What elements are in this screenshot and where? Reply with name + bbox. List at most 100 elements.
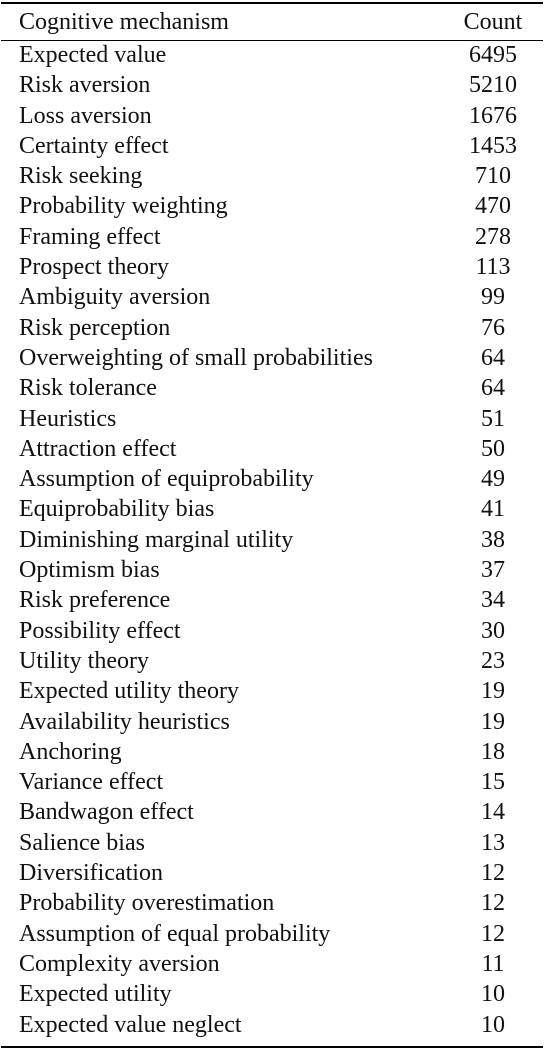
table-row: Framing effect 278 (0, 223, 544, 253)
table-top-rule (1, 2, 543, 4)
mechanism-cell: Framing effect (19, 223, 161, 250)
mechanism-cell: Ambiguity aversion (19, 284, 211, 311)
mechanism-cell: Risk perception (19, 314, 171, 341)
mechanism-cell: Heuristics (19, 405, 117, 432)
mechanism-cell: Expected value neglect (19, 1011, 242, 1038)
table-row: Optimism bias 37 (0, 556, 544, 586)
count-cell: 19 (481, 678, 505, 705)
table-row: Certainty effect 1453 (0, 132, 544, 162)
count-cell: 37 (481, 557, 505, 584)
table-header-rule (1, 40, 543, 41)
mechanism-cell: Diversification (19, 860, 163, 887)
mechanism-cell: Assumption of equal probability (19, 920, 331, 947)
table-row: Heuristics 51 (0, 405, 544, 435)
table-body: Expected value 6495 Risk aversion 5210 Loss … (0, 41, 544, 1041)
mechanism-cell: Expected utility theory (19, 678, 239, 705)
count-cell: 41 (481, 496, 505, 523)
count-cell: 34 (481, 587, 505, 614)
table-row: Expected utility theory 19 (0, 677, 544, 707)
table-header: Cognitive mechanism Count (0, 4, 544, 40)
count-cell: 99 (481, 284, 505, 311)
table-row: Variance effect 15 (0, 768, 544, 798)
mechanism-cell: Probability weighting (19, 193, 228, 220)
count-cell: 12 (481, 890, 505, 917)
count-cell: 12 (481, 860, 505, 887)
count-cell: 64 (481, 375, 505, 402)
table-row: Diminishing marginal utility 38 (0, 526, 544, 556)
table-row: Bandwagon effect 14 (0, 798, 544, 828)
mechanism-cell: Certainty effect (19, 132, 169, 159)
mechanism-cell: Expected value (19, 42, 167, 68)
mechanism-cell: Prospect theory (19, 254, 169, 281)
count-cell: 1453 (469, 132, 517, 159)
count-cell: 113 (475, 254, 511, 281)
count-cell: 10 (481, 981, 505, 1008)
mechanism-cell: Attraction effect (19, 435, 177, 462)
table-row: Ambiguity aversion 99 (0, 283, 544, 313)
mechanism-cell: Diminishing marginal utility (19, 526, 294, 553)
table-row: Equiprobability bias 41 (0, 495, 544, 525)
table-row: Anchoring 18 (0, 738, 544, 768)
mechanism-cell: Risk preference (19, 587, 171, 614)
count-cell: 19 (481, 708, 505, 735)
count-cell: 6495 (469, 42, 517, 68)
count-cell: 38 (481, 526, 505, 553)
count-cell: 64 (481, 344, 505, 371)
count-cell: 18 (481, 738, 505, 765)
count-cell: 50 (481, 435, 505, 462)
table-row: Availability heuristics 19 (0, 708, 544, 738)
count-cell: 14 (481, 799, 505, 826)
table-row: Risk perception 76 (0, 314, 544, 344)
count-cell: 12 (481, 920, 505, 947)
count-cell: 13 (481, 829, 505, 856)
table-row: Probability overestimation 12 (0, 889, 544, 919)
mechanism-cell: Assumption of equiprobability (19, 466, 314, 493)
count-cell: 23 (481, 647, 505, 674)
count-cell: 278 (475, 223, 511, 250)
mechanism-cell: Probability overestimation (19, 890, 275, 917)
count-cell: 5210 (469, 72, 517, 99)
table-row: Utility theory 23 (0, 647, 544, 677)
mechanism-cell: Utility theory (19, 647, 149, 674)
table-row: Possibility effect 30 (0, 617, 544, 647)
mechanism-cell: Loss aversion (19, 102, 152, 129)
mechanism-cell: Bandwagon effect (19, 799, 194, 826)
mechanism-cell: Overweighting of small probabilities (19, 344, 373, 371)
count-cell: 470 (475, 193, 511, 220)
mechanism-cell: Possibility effect (19, 617, 181, 644)
mechanism-cell: Anchoring (19, 738, 122, 765)
table-row: Expected value 6495 (0, 41, 544, 71)
table-row: Assumption of equal probability 12 (0, 920, 544, 950)
table-row: Prospect theory 113 (0, 253, 544, 283)
mechanism-cell: Availability heuristics (19, 708, 230, 735)
table-row: Overweighting of small probabilities 64 (0, 344, 544, 374)
count-cell: 30 (481, 617, 505, 644)
count-cell: 11 (481, 950, 505, 977)
table-row: Expected value neglect 10 (0, 1011, 544, 1041)
count-cell: 15 (481, 769, 505, 796)
mechanism-cell: Variance effect (19, 769, 164, 796)
count-cell: 76 (481, 314, 505, 341)
mechanism-cell: Complexity aversion (19, 950, 220, 977)
mechanism-cell: Optimism bias (19, 557, 160, 584)
count-cell: 1676 (469, 102, 517, 129)
mechanism-cell: Risk seeking (19, 163, 143, 190)
table-row: Salience bias 13 (0, 829, 544, 859)
count-cell: 710 (475, 163, 511, 190)
table-row: Risk seeking 710 (0, 162, 544, 192)
count-cell: 10 (481, 1011, 505, 1038)
table-row: Assumption of equiprobability 49 (0, 465, 544, 495)
table-row: Risk aversion 5210 (0, 71, 544, 101)
header-count: Count (463, 9, 523, 35)
mechanism-cell: Salience bias (19, 829, 145, 856)
table-row: Probability weighting 470 (0, 192, 544, 222)
table-row: Diversification 12 (0, 859, 544, 889)
header-mechanism: Cognitive mechanism (19, 9, 229, 35)
mechanism-cell: Risk aversion (19, 72, 151, 99)
table-row: Expected utility 10 (0, 980, 544, 1010)
table-row: Loss aversion 1676 (0, 102, 544, 132)
table-row: Attraction effect 50 (0, 435, 544, 465)
table-row: Complexity aversion 11 (0, 950, 544, 980)
table-bottom-rule (1, 1046, 543, 1048)
